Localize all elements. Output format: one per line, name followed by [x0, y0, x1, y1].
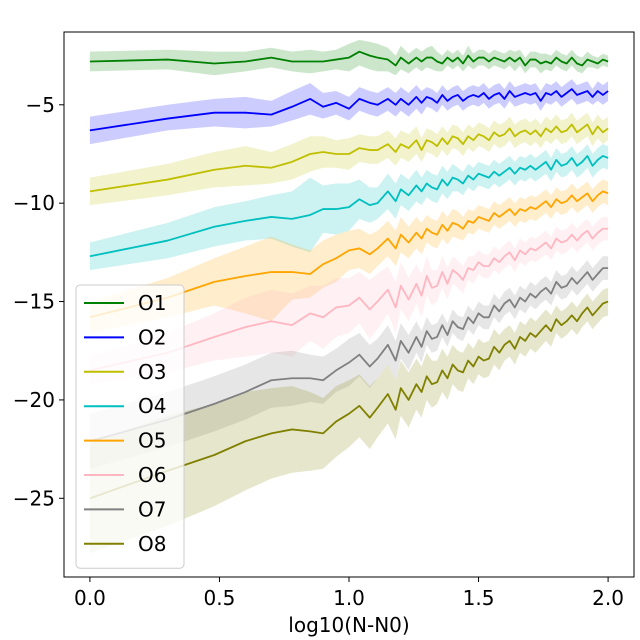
line-o5 — [89, 190, 609, 319]
line-o6 — [89, 227, 609, 372]
line-o4 — [89, 155, 609, 258]
band-o2 — [89, 79, 609, 145]
legend-label-o4: O4 — [138, 394, 166, 418]
y-tick-label: −25 — [13, 486, 55, 510]
y-tick-label: −10 — [13, 191, 55, 215]
legend-label-o7: O7 — [138, 497, 166, 521]
x-axis-label: log10(N-N0) — [288, 613, 409, 637]
line-o3 — [89, 123, 609, 193]
y-tick-label: −15 — [13, 290, 55, 314]
line-o7 — [89, 267, 609, 443]
x-tick-label: 0.0 — [74, 586, 106, 610]
legend-label-o5: O5 — [138, 429, 166, 453]
band-o6 — [89, 216, 609, 385]
band-o8 — [89, 287, 609, 554]
x-tick-label: 0.5 — [204, 586, 236, 610]
x-tick-label: 1.0 — [333, 586, 365, 610]
legend-label-o8: O8 — [138, 532, 166, 556]
x-axis-ticks: 0.0 0.5 1.0 1.5 2.0 — [74, 577, 624, 610]
band-o3 — [89, 112, 609, 206]
legend-label-o6: O6 — [138, 463, 166, 487]
y-tick-label: −20 — [13, 388, 55, 412]
legend-label-o3: O3 — [138, 360, 166, 384]
y-tick-label: −5 — [26, 93, 55, 117]
legend-box — [75, 284, 185, 569]
legend: O1 O2 O3 O4 O5 O6 O7 O8 — [75, 284, 185, 569]
x-tick-label: 1.5 — [463, 586, 495, 610]
legend-label-o2: O2 — [138, 325, 166, 349]
legend-label-o1: O1 — [138, 291, 166, 315]
line-o1 — [89, 50, 609, 67]
series-lines — [89, 50, 609, 500]
x-tick-label: 2.0 — [592, 586, 624, 610]
line-o8 — [89, 300, 609, 500]
y-axis-ticks: −25 −20 −15 −10 −5 — [13, 93, 64, 510]
line-o2 — [89, 88, 609, 132]
